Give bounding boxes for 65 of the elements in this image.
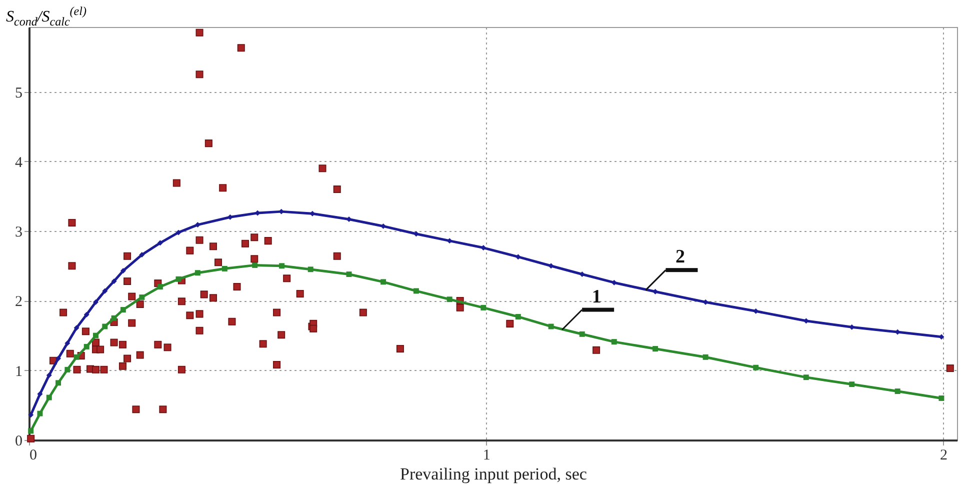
point — [120, 307, 126, 312]
point — [139, 294, 145, 300]
x-axis-title: Prevailing input period, sec — [400, 464, 588, 484]
point — [84, 344, 90, 350]
point — [652, 346, 658, 352]
point — [157, 284, 163, 290]
point — [139, 252, 145, 258]
point — [753, 364, 759, 370]
point — [279, 263, 285, 269]
point — [548, 324, 554, 330]
point — [46, 394, 52, 400]
y-tick-label: 1 — [15, 364, 22, 380]
point — [446, 296, 452, 302]
y-tick-label: 3 — [15, 224, 22, 241]
point — [176, 230, 182, 236]
point — [56, 356, 61, 362]
point — [74, 354, 80, 360]
point — [480, 304, 486, 310]
point — [515, 254, 521, 260]
point — [74, 325, 80, 331]
x-tick-label: 0 — [30, 448, 37, 464]
point — [37, 410, 43, 416]
point — [111, 315, 117, 321]
point — [64, 340, 70, 346]
point — [938, 395, 944, 401]
point — [579, 272, 585, 277]
point — [194, 222, 200, 228]
point — [84, 312, 90, 318]
point — [93, 299, 98, 305]
y-tick-label: 4 — [15, 154, 23, 171]
point — [157, 240, 163, 246]
point — [894, 388, 900, 394]
point — [515, 314, 521, 320]
point — [346, 272, 352, 277]
point — [308, 266, 314, 272]
point — [803, 374, 809, 380]
x-tick-label: 2 — [940, 448, 948, 464]
point — [64, 366, 70, 372]
point — [611, 280, 617, 286]
point — [120, 268, 126, 274]
annotation: 2 — [675, 246, 685, 268]
point — [28, 428, 34, 434]
point — [702, 354, 708, 360]
point — [37, 391, 43, 397]
point — [413, 288, 419, 294]
point — [849, 382, 855, 388]
point — [380, 279, 386, 285]
y-tick-label: 2 — [15, 294, 22, 310]
point — [222, 266, 228, 272]
point — [111, 278, 117, 284]
point — [56, 380, 61, 386]
point — [102, 324, 108, 330]
y-tick-label: 5 — [15, 85, 22, 102]
annotation: 1 — [592, 286, 602, 308]
point — [46, 372, 52, 378]
point — [611, 339, 617, 345]
point — [176, 276, 182, 282]
point — [93, 332, 98, 338]
point — [579, 331, 585, 337]
point — [194, 270, 200, 276]
x-tick-label: 1 — [482, 448, 490, 464]
y-tick-label: 0 — [15, 434, 22, 450]
point — [102, 288, 108, 294]
point — [252, 262, 258, 268]
point — [28, 412, 34, 418]
